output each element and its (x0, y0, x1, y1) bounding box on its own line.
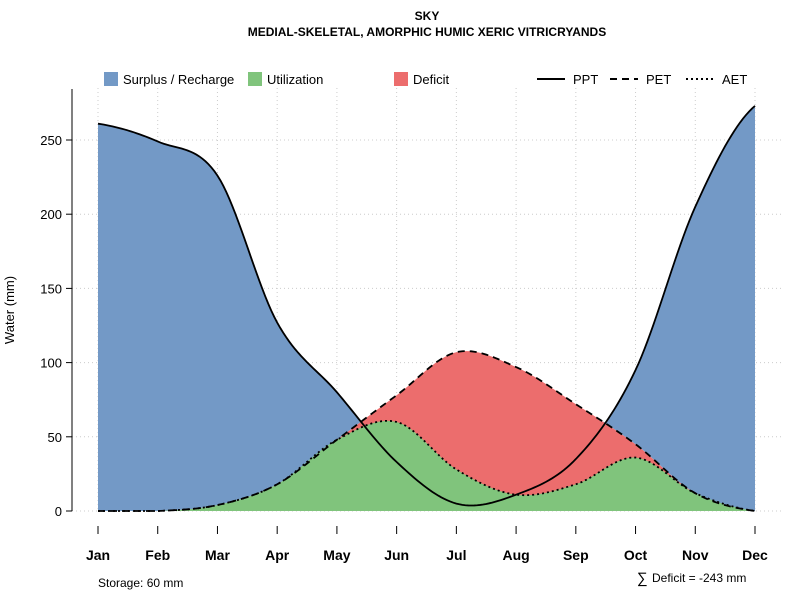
deficit-area (98, 351, 755, 511)
chart-subtitle: MEDIAL-SKELETAL, AMORPHIC HUMIC XERIC VI… (248, 25, 606, 39)
x-tick-label-jan: Jan (86, 547, 110, 563)
legend-label: Surplus / Recharge (123, 72, 234, 87)
x-tick-label-feb: Feb (145, 547, 170, 563)
y-tick-label: 250 (40, 133, 62, 148)
legend-swatch (104, 72, 118, 86)
y-tick-label: 0 (55, 504, 62, 519)
y-axis-label: Water (mm) (2, 276, 17, 344)
utilization-area (98, 420, 755, 511)
series-line-pet (98, 350, 756, 512)
surplus-recharge-area (98, 105, 755, 512)
x-tick-label-aug: Aug (502, 547, 529, 563)
x-tick-label-may: May (323, 547, 350, 563)
x-tick-label-jun: Jun (384, 547, 409, 563)
y-tick-label: 150 (40, 281, 62, 296)
legend-label: Deficit (413, 72, 450, 87)
legend-label: AET (722, 72, 747, 87)
sum-symbol: ∑ (637, 570, 648, 587)
deficit-annotation: Deficit = -243 mm (652, 571, 746, 585)
legend-label: Utilization (267, 72, 323, 87)
x-tick-label-sep: Sep (563, 547, 589, 563)
series-line-aet (98, 419, 756, 512)
series-line-ppt (97, 105, 756, 507)
legend-label: PET (646, 72, 671, 87)
x-tick-label-jul: Jul (446, 547, 466, 563)
chart-title: SKY (415, 9, 440, 23)
y-tick-label: 200 (40, 207, 62, 222)
x-tick-label-oct: Oct (624, 547, 648, 563)
storage-annotation: Storage: 60 mm (98, 576, 183, 590)
y-tick-label: 50 (48, 430, 62, 445)
x-tick-label-dec: Dec (742, 547, 768, 563)
x-tick-label-nov: Nov (682, 547, 709, 563)
legend-label: PPT (573, 72, 598, 87)
legend-swatch (394, 72, 408, 86)
legend-swatch (248, 72, 262, 86)
y-tick-label: 100 (40, 356, 62, 371)
x-tick-label-apr: Apr (265, 547, 290, 563)
x-tick-label-mar: Mar (205, 547, 230, 563)
